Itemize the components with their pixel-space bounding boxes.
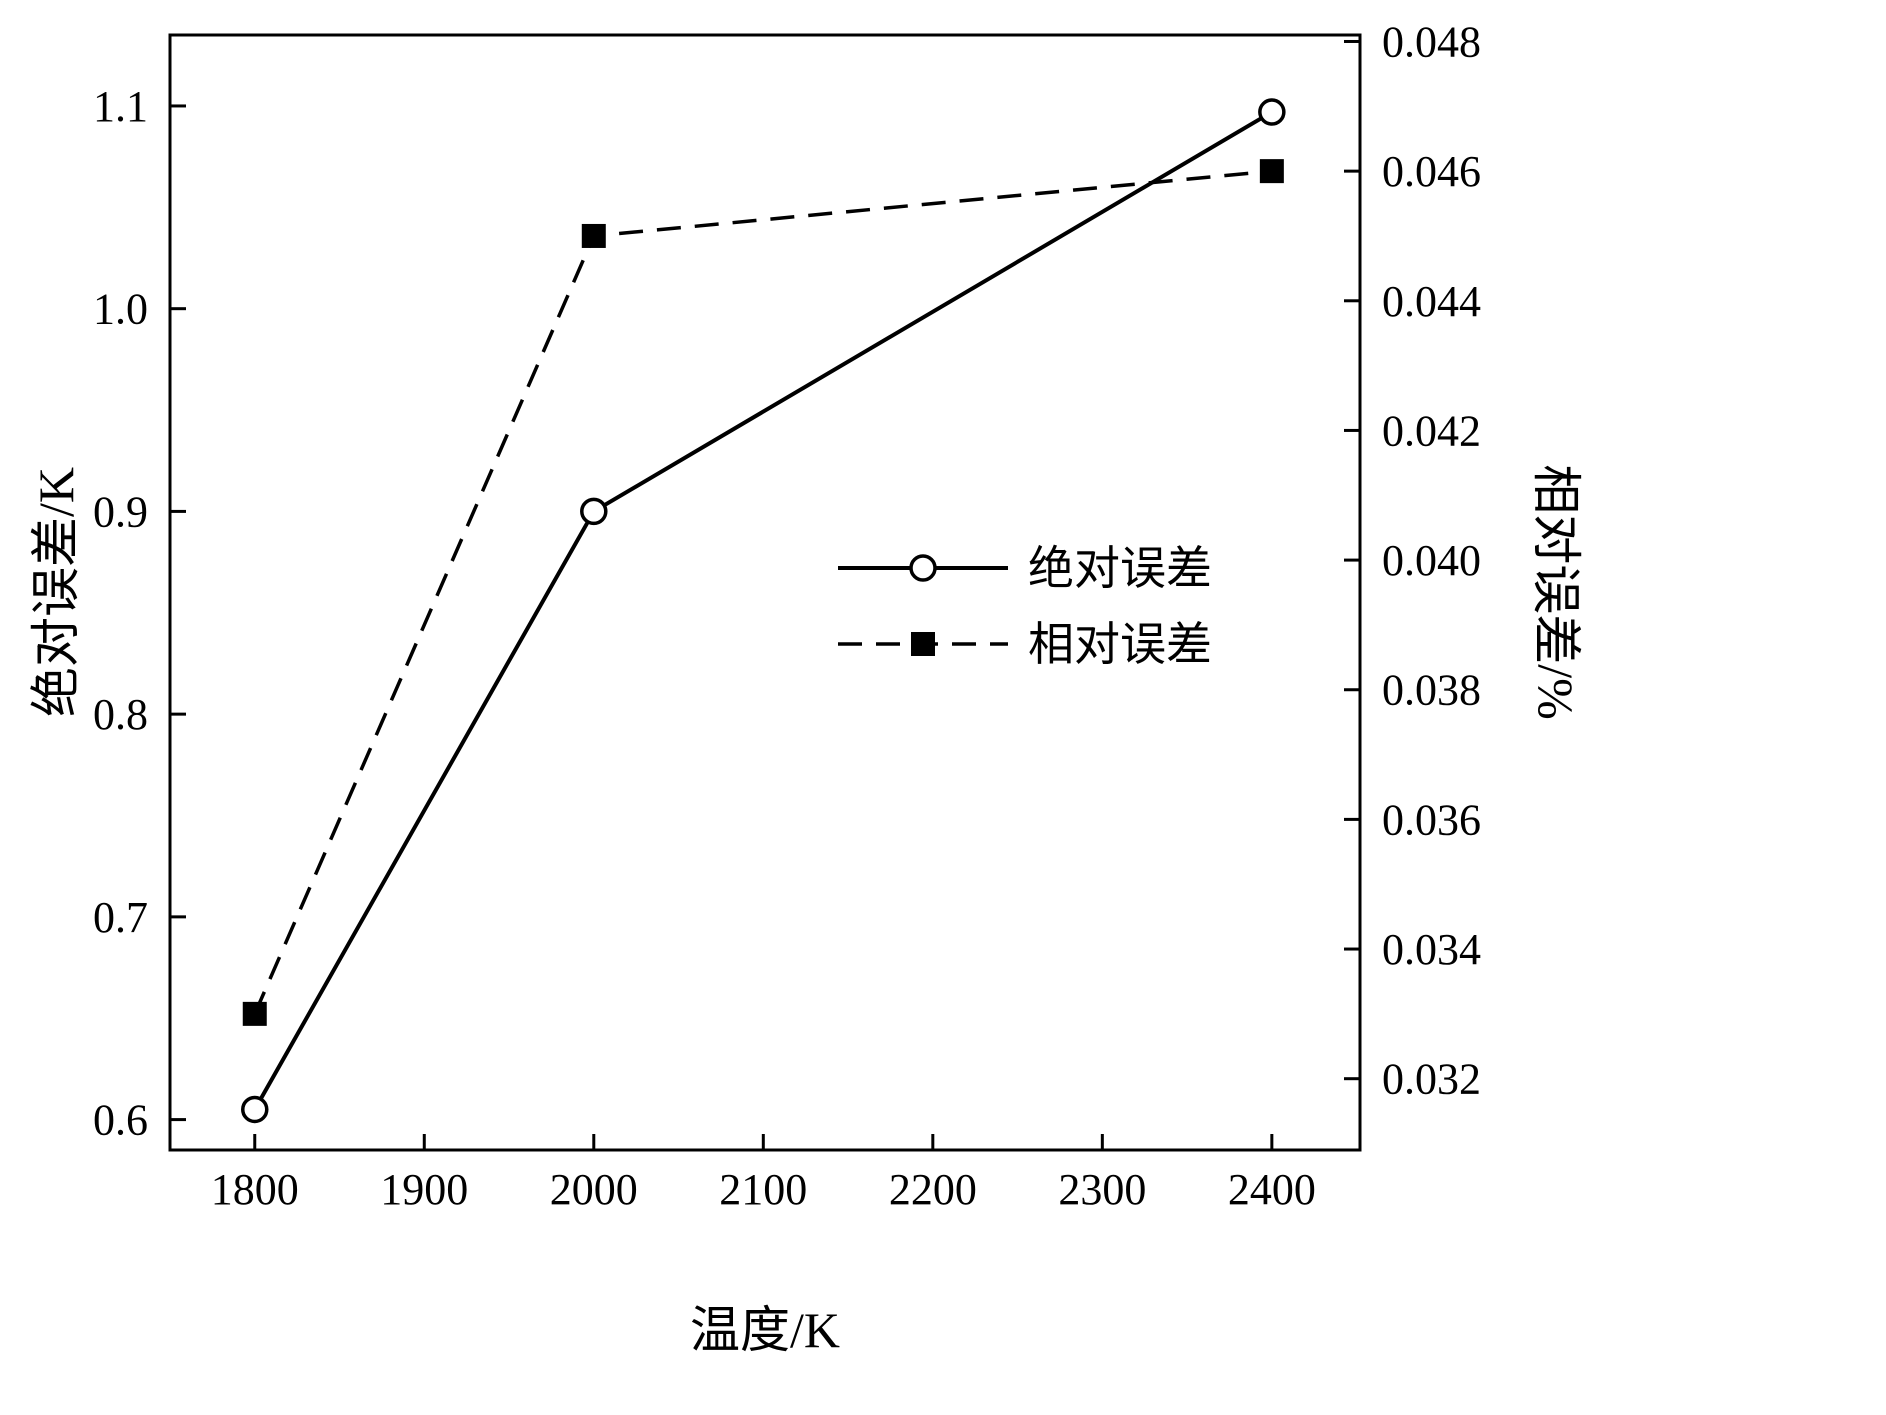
open-circle-marker-0-2 (1258, 98, 1286, 126)
plot-frame (168, 33, 1362, 1152)
x-tick-label: 2000 (550, 1165, 638, 1214)
right-tick-label: 0.044 (1382, 277, 1481, 326)
right-tick-label: 0.048 (1382, 17, 1481, 66)
open-circle-marker-0-1 (580, 497, 608, 526)
x-tick-label: 1900 (380, 1165, 468, 1214)
series-line-absolute-error (253, 110, 1273, 1111)
filled-square-marker-1-0 (242, 1001, 267, 1026)
left-tick-label: 0.8 (93, 690, 148, 739)
x-tick-label: 1800 (211, 1165, 299, 1214)
x-tick-label: 2200 (889, 1165, 977, 1214)
right-tick-label: 0.038 (1382, 666, 1481, 715)
right-tick-label: 0.040 (1382, 536, 1481, 585)
left-tick-label: 0.9 (93, 487, 148, 536)
open-circle-marker-legend-0 (909, 554, 937, 582)
right-tick-label: 0.032 (1382, 1055, 1481, 1104)
open-circle-marker-0-0 (241, 1095, 269, 1124)
x-axis-title: 温度/K (690, 1302, 840, 1358)
legend-label: 绝对误差 (1028, 543, 1212, 594)
left-tick-label: 1.1 (93, 82, 148, 131)
filled-square-marker-legend-1 (911, 632, 935, 656)
left-axis-title: 绝对误差/K (28, 467, 84, 717)
left-tick-label: 1.0 (93, 285, 148, 334)
right-tick-label: 0.046 (1382, 147, 1481, 196)
right-tick-label: 0.042 (1382, 406, 1481, 455)
right-tick-label: 0.036 (1382, 795, 1481, 844)
right-tick-label: 0.034 (1382, 925, 1481, 974)
x-tick-label: 2400 (1228, 1165, 1316, 1214)
right-axis-title: 相对误差/% (1528, 464, 1584, 720)
legend-label: 相对误差 (1028, 619, 1212, 670)
filled-square-marker-1-1 (581, 223, 606, 248)
x-tick-label: 2300 (1058, 1165, 1146, 1214)
left-tick-label: 0.7 (93, 893, 148, 942)
x-tick-label: 2100 (719, 1165, 807, 1214)
left-tick-label: 0.6 (93, 1096, 148, 1145)
filled-square-marker-1-2 (1259, 159, 1284, 184)
